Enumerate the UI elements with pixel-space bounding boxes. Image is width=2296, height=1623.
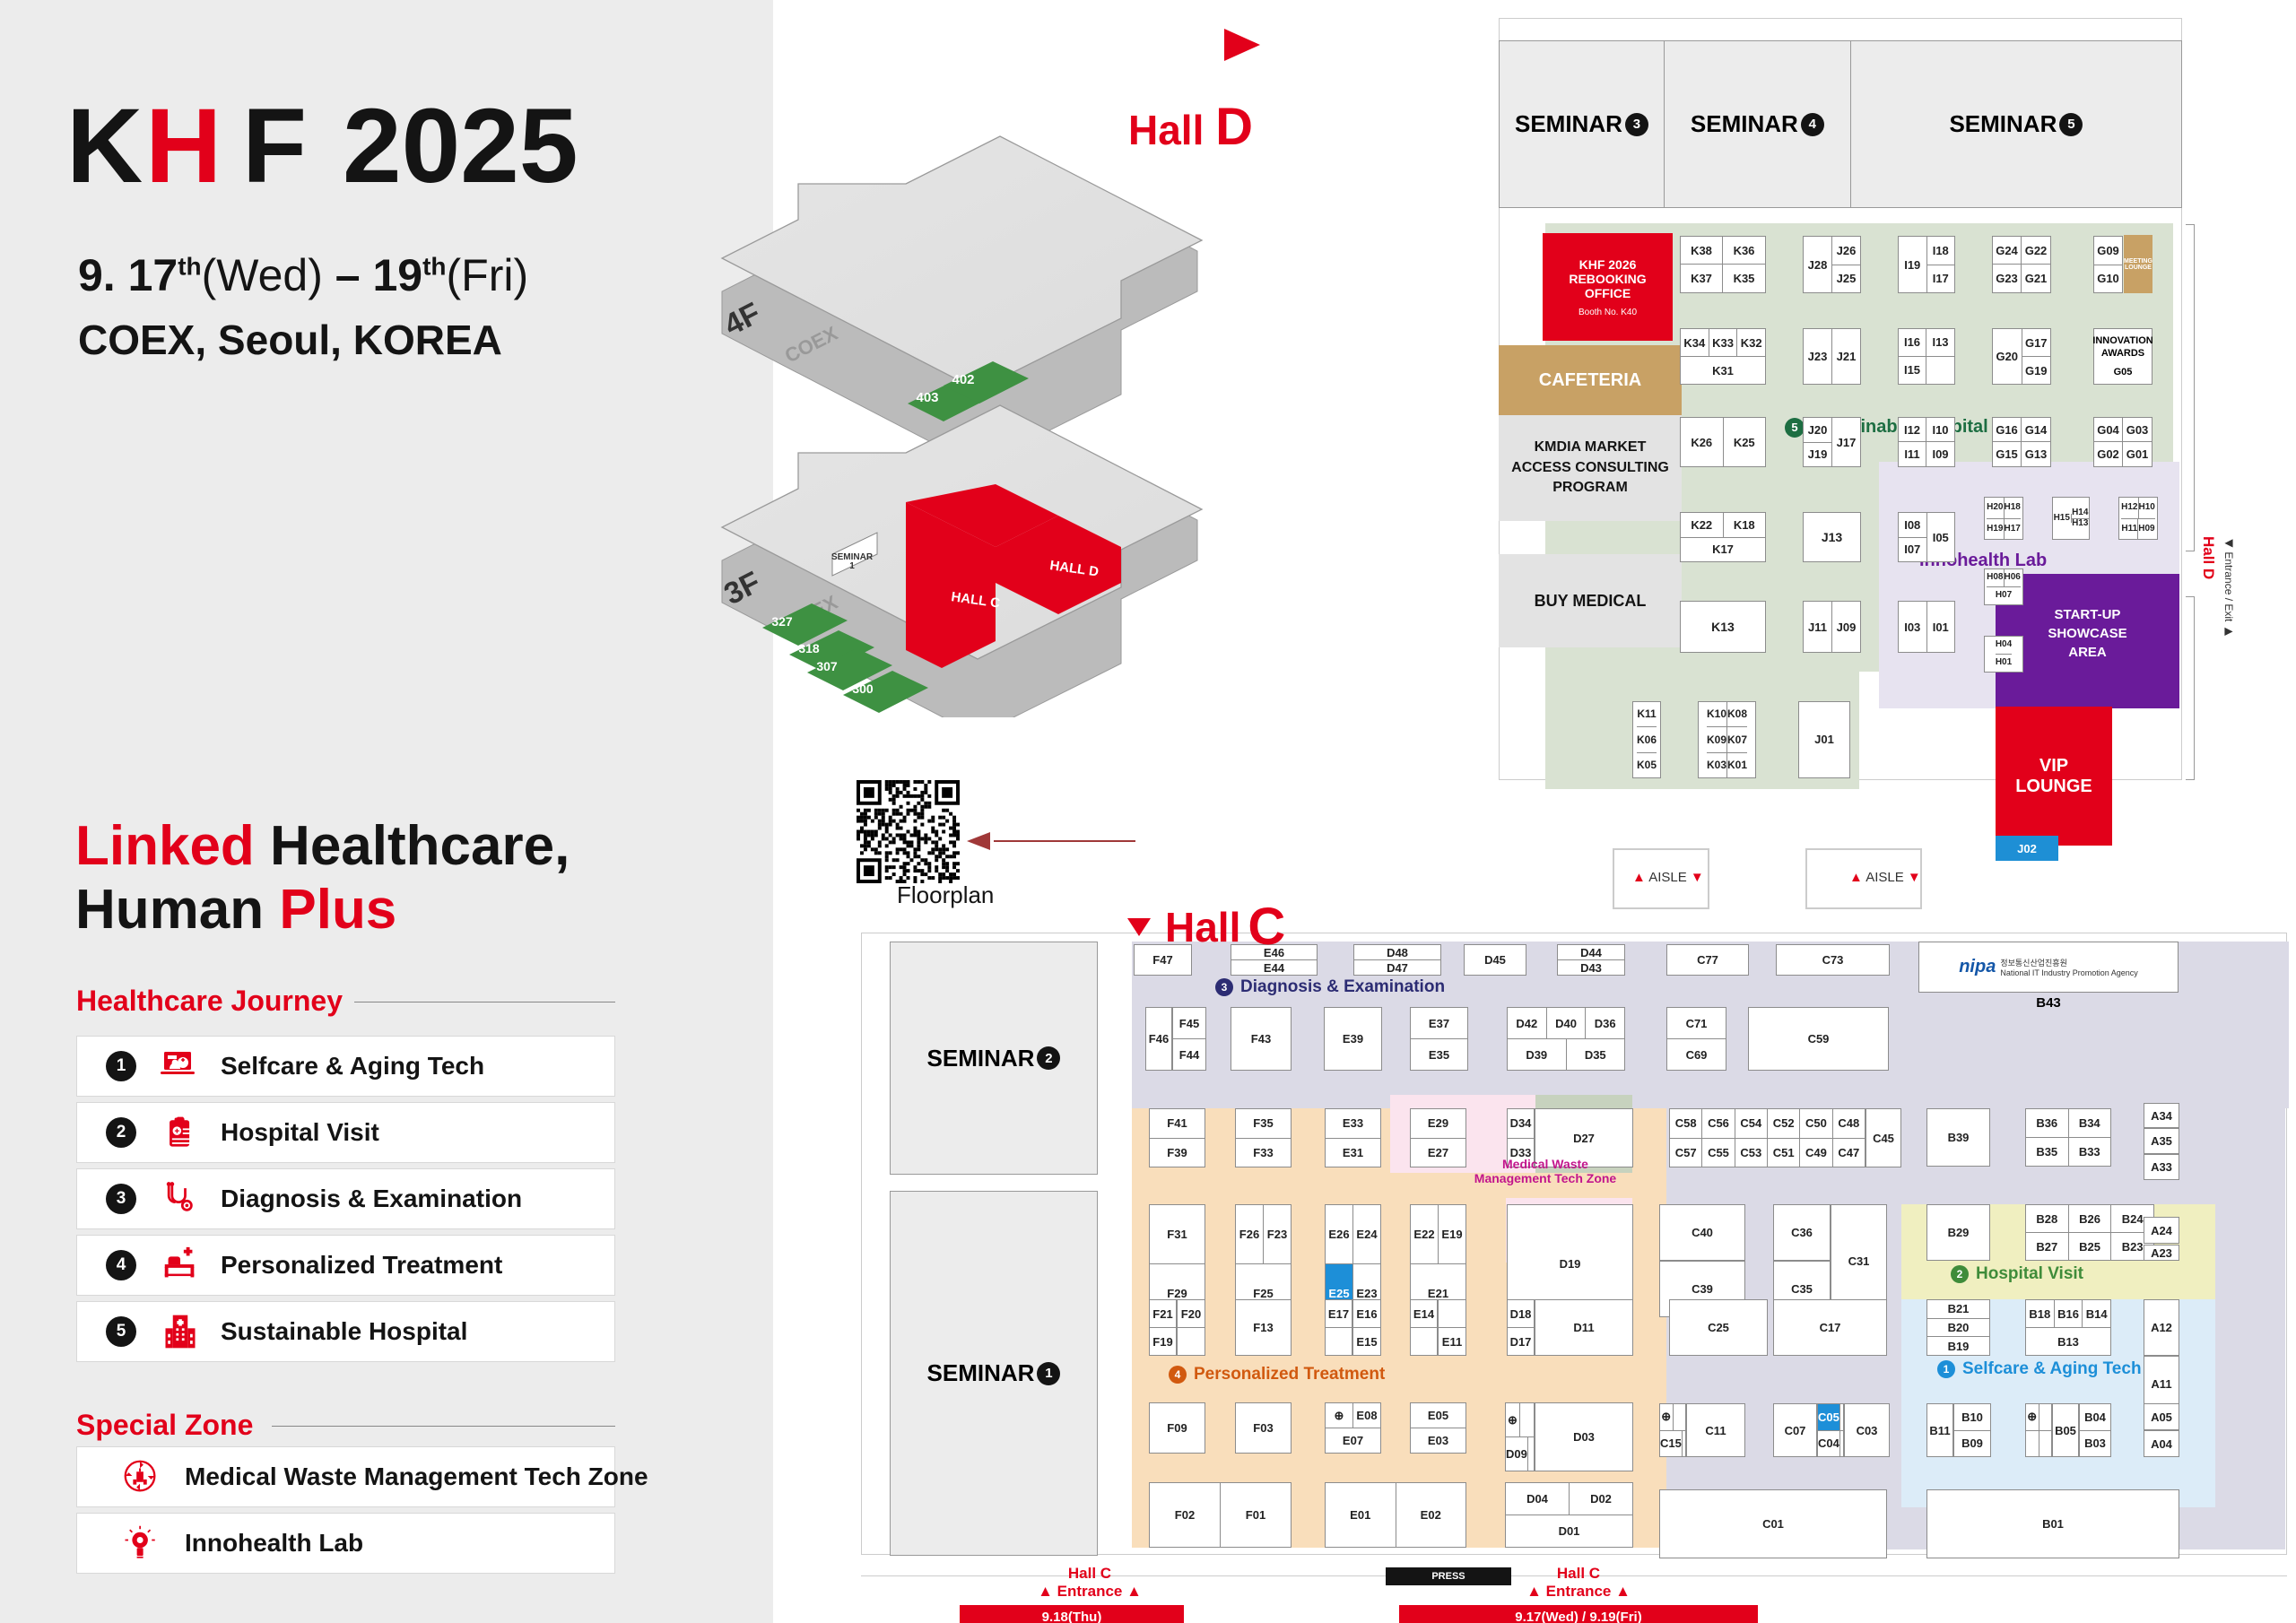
svg-text:327: 327 xyxy=(771,614,793,629)
svg-text:307: 307 xyxy=(816,659,838,673)
svg-text:1: 1 xyxy=(849,561,855,571)
svg-text:403: 403 xyxy=(916,390,938,405)
svg-text:402: 402 xyxy=(952,372,974,387)
svg-text:300: 300 xyxy=(852,681,874,696)
svg-text:318: 318 xyxy=(798,641,820,655)
